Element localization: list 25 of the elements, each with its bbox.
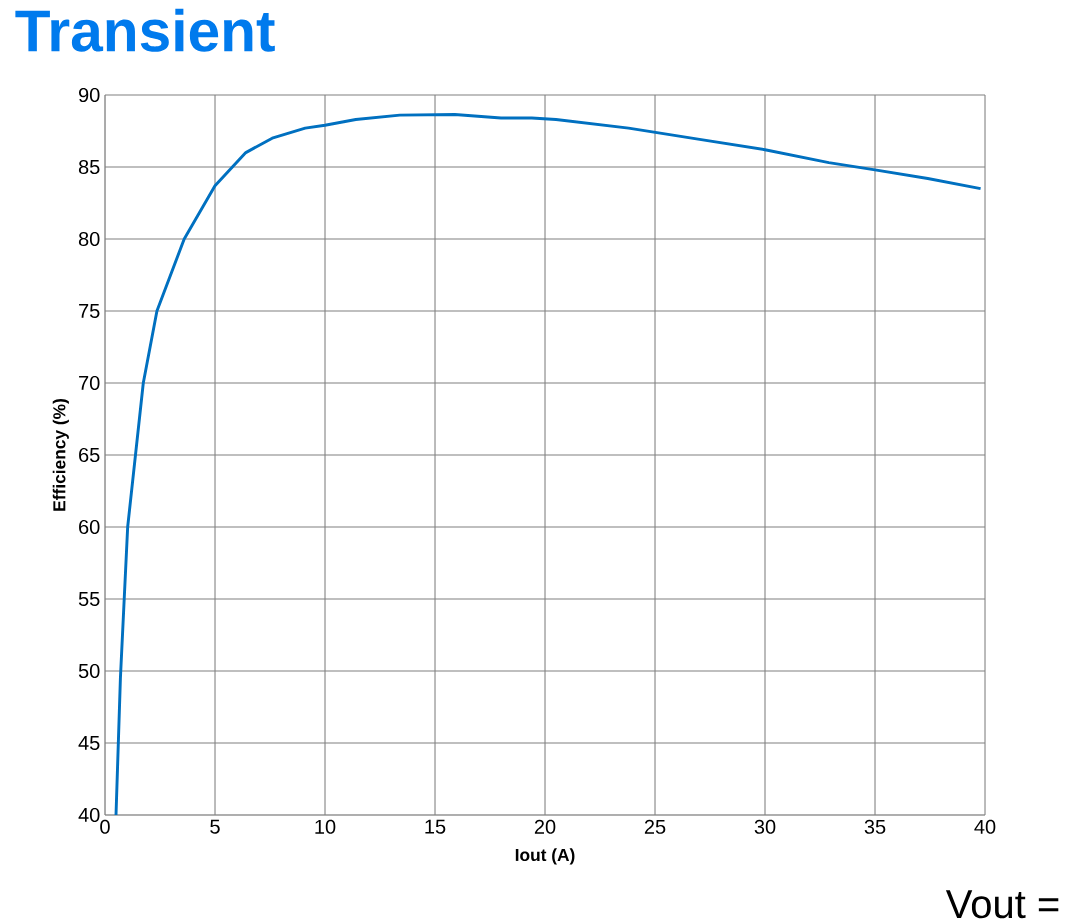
y-tick-label: 70 — [79, 375, 100, 391]
y-tick-label: 45 — [78, 736, 100, 750]
x-tick-label: 15 — [425, 819, 446, 834]
x-tick-label: 35 — [864, 819, 886, 834]
chart-title: Transient — [15, 8, 275, 52]
y-tick-label: 90 — [78, 87, 100, 103]
y-tick-label: 60 — [79, 519, 100, 535]
x-tick-label: 0 — [100, 819, 110, 834]
x-tick-label: 40 — [974, 819, 996, 834]
x-tick-label: 30 — [754, 819, 776, 834]
y-tick-label: 55 — [78, 592, 100, 606]
y-axis-title: Efficiency (%) — [52, 399, 69, 511]
y-tick-label: 75 — [79, 304, 100, 318]
line-series — [114, 112, 983, 815]
y-tick-label: 85 — [78, 159, 100, 175]
x-tick-label: 5 — [210, 819, 220, 834]
x-tick-label: 25 — [644, 819, 666, 834]
y-tick-label: 80 — [78, 231, 100, 247]
x-tick-label: 10 — [315, 819, 336, 834]
y-tick-label: 65 — [79, 447, 100, 463]
x-tick-label: 20 — [534, 819, 556, 834]
x-axis-title: Iout (A) — [515, 848, 575, 865]
y-tick-label: 40 — [78, 807, 100, 823]
y-tick-label: 50 — [78, 663, 100, 679]
text: Vout = — [945, 890, 1059, 919]
